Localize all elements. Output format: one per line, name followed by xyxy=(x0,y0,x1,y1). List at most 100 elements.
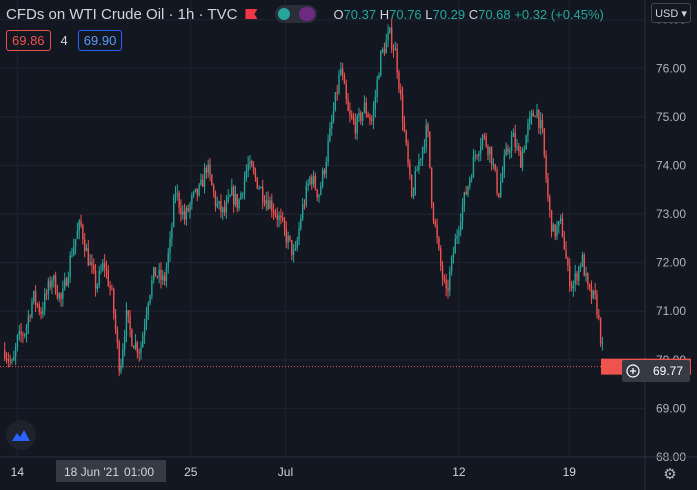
candle-body xyxy=(176,192,179,194)
candle-body xyxy=(392,48,395,51)
candle-body xyxy=(516,146,518,148)
candle-body xyxy=(51,280,53,288)
candle-body xyxy=(587,273,589,285)
sell-price-button[interactable]: 69.86 xyxy=(6,30,51,51)
candle-body xyxy=(140,347,142,354)
candle-body xyxy=(73,246,75,256)
candle-body xyxy=(372,108,375,121)
candle-body xyxy=(96,285,99,289)
candle-body xyxy=(265,199,268,204)
candle-body xyxy=(445,280,447,289)
flag-icon[interactable] xyxy=(245,8,257,20)
y-tick-label: 72.00 xyxy=(656,256,686,270)
candle-body xyxy=(578,266,580,281)
candle-body xyxy=(474,155,476,157)
candle-body xyxy=(89,261,91,266)
candle-body xyxy=(160,269,162,281)
candle-body xyxy=(429,131,431,168)
candle-body xyxy=(311,177,313,185)
candle-body xyxy=(400,89,402,95)
candle-body xyxy=(187,207,189,211)
candle-body xyxy=(122,348,124,365)
candle-body xyxy=(314,175,317,190)
symbol-title[interactable]: CFDs on WTI Crude Oil · 1h · TVC xyxy=(6,5,238,23)
candle-body xyxy=(220,201,222,212)
candle-body xyxy=(76,230,79,239)
y-tick-label: 74.00 xyxy=(656,158,686,172)
candle-body xyxy=(389,27,391,33)
candle-body xyxy=(590,287,593,299)
candle-body xyxy=(254,170,257,178)
candle-body xyxy=(463,192,466,206)
candle-body xyxy=(438,237,440,249)
buy-price-button[interactable]: 69.90 xyxy=(77,30,123,51)
candle-body xyxy=(280,215,282,218)
candle-body xyxy=(583,254,585,276)
candle-body xyxy=(380,50,382,75)
candle-body xyxy=(376,79,378,98)
candle-body xyxy=(341,68,344,76)
candle-body xyxy=(594,290,596,295)
x-tick-label: 01:00 xyxy=(124,465,154,479)
candle-body xyxy=(182,211,184,215)
candle-body xyxy=(363,102,366,113)
candle-body xyxy=(4,350,6,359)
candle-body xyxy=(416,170,418,172)
candle-body xyxy=(458,230,460,236)
currency-button[interactable]: USD ▾ xyxy=(651,3,691,23)
candle-body xyxy=(301,204,304,219)
candle-body xyxy=(478,153,480,157)
candle-body xyxy=(218,201,220,204)
candle-body xyxy=(123,336,126,349)
ohlc-values: O70.37 H70.76 L70.29 C70.68 +0.32 (+0.45… xyxy=(333,7,603,22)
candle-body xyxy=(443,278,446,281)
candle-body xyxy=(436,225,438,238)
candle-body xyxy=(105,268,108,271)
candle-body xyxy=(472,156,475,178)
candle-body xyxy=(309,177,311,184)
candle-body xyxy=(534,116,536,118)
candle-body xyxy=(383,49,386,54)
high-key: H xyxy=(379,6,390,22)
candle-body xyxy=(356,116,358,134)
y-tick-label: 71.00 xyxy=(656,304,686,318)
candles xyxy=(4,19,604,377)
spread-value: 4 xyxy=(60,33,68,48)
candle-body xyxy=(27,316,30,327)
candle-body xyxy=(145,314,148,326)
candle-body xyxy=(530,112,533,117)
close-value: 70.68 xyxy=(478,6,511,22)
candle-body xyxy=(147,303,149,315)
toggle-knob xyxy=(299,7,316,21)
candle-body xyxy=(129,316,131,330)
candle-body xyxy=(334,92,337,111)
high-value: 70.76 xyxy=(389,6,422,22)
candle-body xyxy=(418,160,420,171)
candle-body xyxy=(480,146,482,154)
candle-body xyxy=(331,121,333,129)
candle-body xyxy=(460,221,462,231)
candle-body xyxy=(365,102,367,115)
candle-body xyxy=(169,238,171,254)
candle-body xyxy=(127,310,129,317)
candle-body xyxy=(109,285,111,289)
candle-body xyxy=(209,164,211,175)
candle-body xyxy=(40,311,42,314)
visibility-toggle[interactable] xyxy=(275,5,318,23)
candle-body xyxy=(269,200,271,209)
gear-icon[interactable]: ⚙ xyxy=(663,466,677,483)
candle-body xyxy=(434,220,436,226)
candle-body xyxy=(501,171,504,182)
candle-body xyxy=(56,293,59,299)
candle-body xyxy=(125,310,128,337)
candle-body xyxy=(194,188,197,192)
tradingview-logo-icon[interactable] xyxy=(6,420,36,450)
candle-body xyxy=(349,110,351,116)
candle-body xyxy=(227,196,229,202)
candle-body xyxy=(523,149,526,152)
candle-body xyxy=(347,99,349,111)
low-value: 70.29 xyxy=(432,6,466,22)
candle-body xyxy=(538,109,540,128)
candle-body xyxy=(93,265,95,271)
